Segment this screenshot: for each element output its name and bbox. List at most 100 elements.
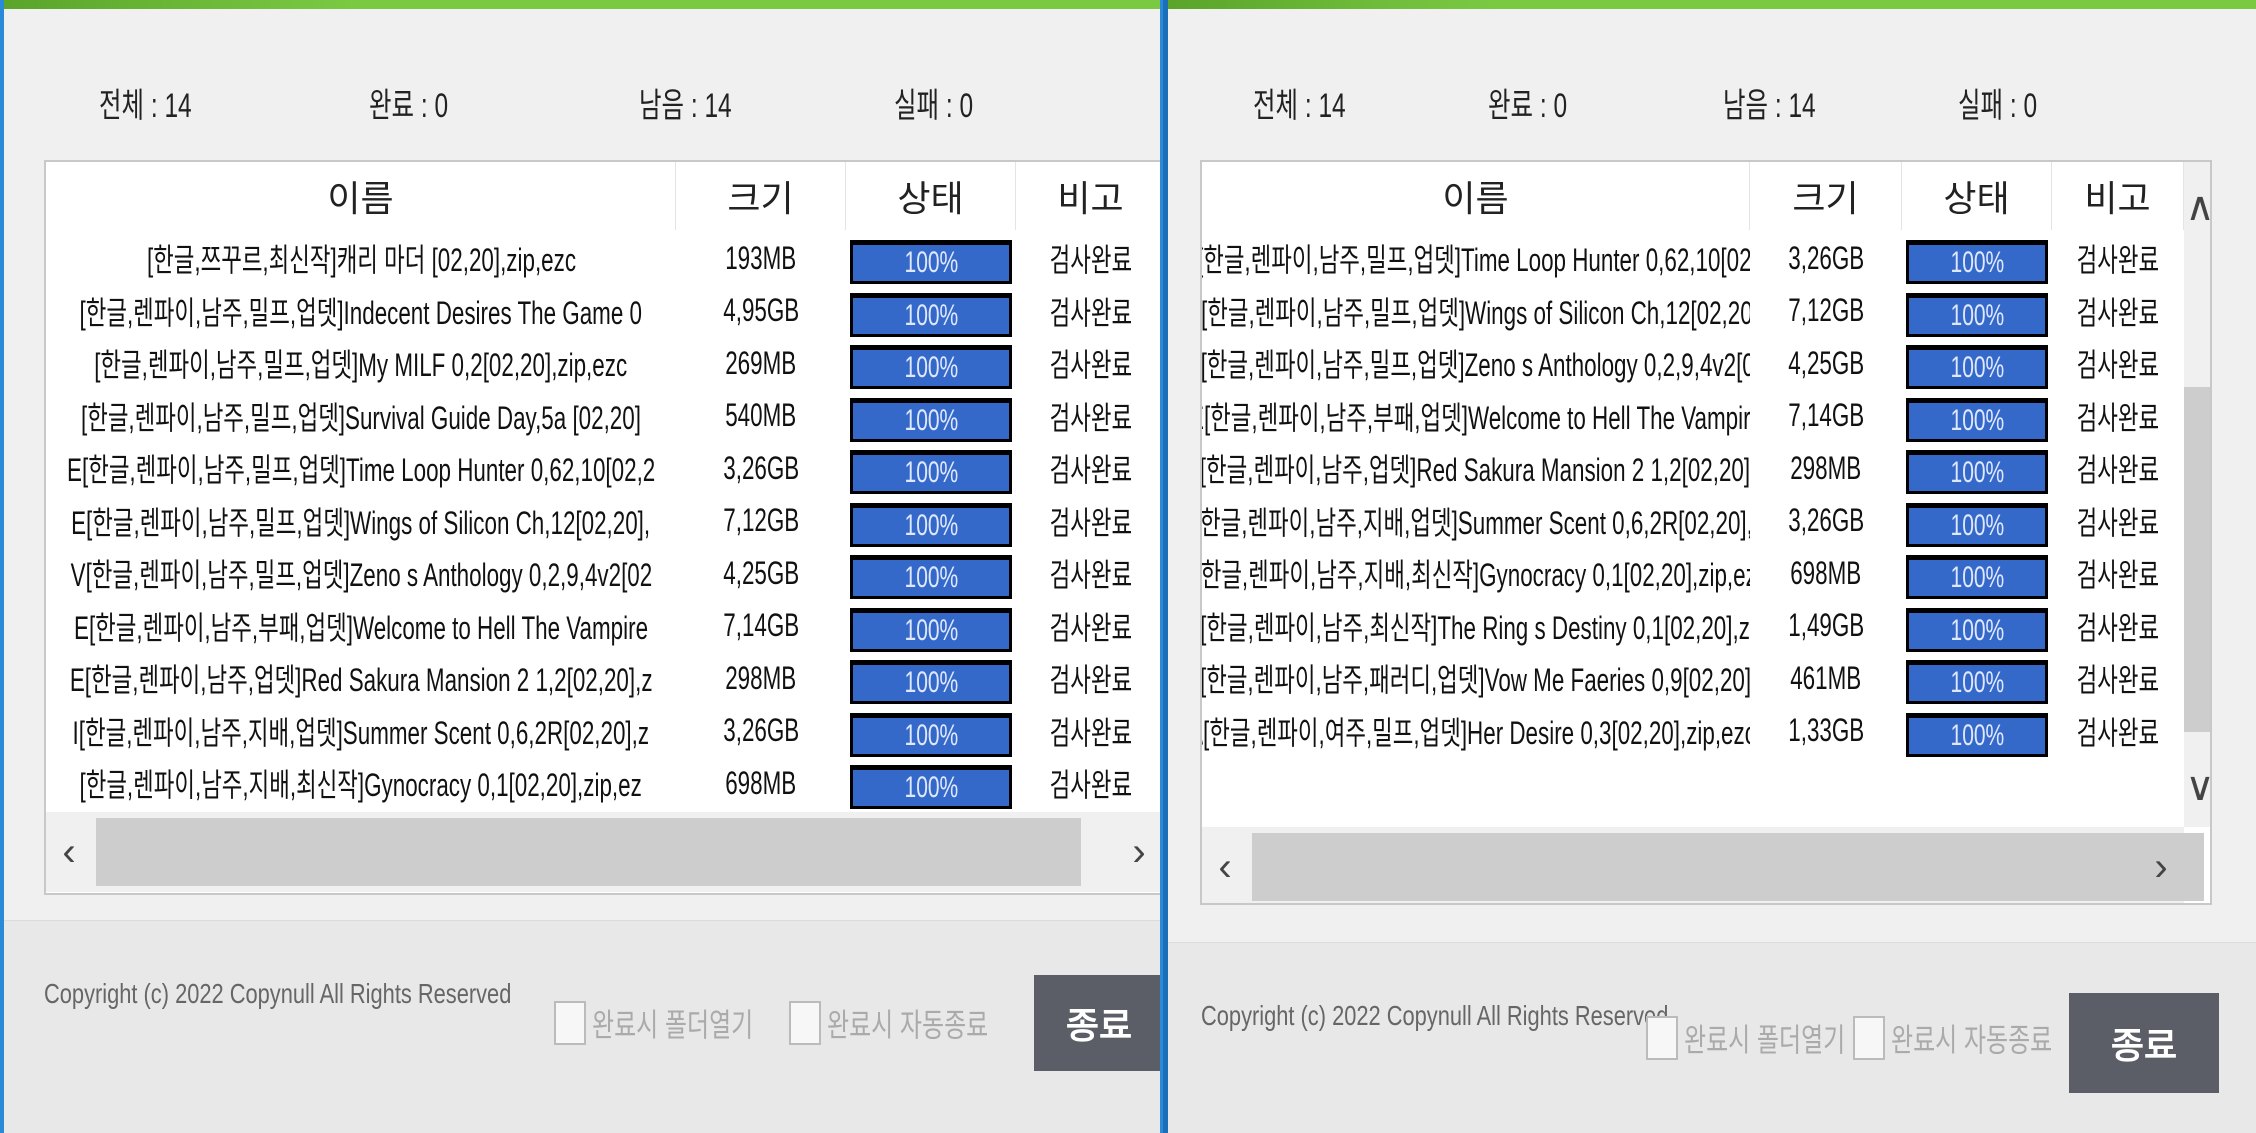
file-size: 7,14GB [1750, 390, 1902, 442]
file-size-text: 269MB [725, 344, 797, 381]
table-row[interactable]: [한글,렌파이,남주,밀프,업뎃]Indecent Desires The Ga… [46, 285, 1160, 337]
file-name-text: [한글,렌파이,남주,밀프,업뎃]My MILF 0,2[02,20],zip,… [94, 347, 628, 383]
table-row[interactable]: [한글,렌파이,남주,밀프,업뎃]My MILF 0,2[02,20],zip,… [46, 337, 1160, 389]
status-note: 검사완료 [1016, 442, 1160, 494]
progress-text: 100% [1950, 351, 2004, 384]
file-name: E[한글,렌파이,남주,업뎃]Red Sakura Mansion 2 1,2[… [46, 652, 676, 704]
stat-total: 전체 : 14 [1253, 87, 1346, 125]
table-row[interactable]: \[한글,렌파이,여주,밀프,업뎃]Her Desire 0,3[02,20],… [1202, 705, 2210, 757]
status-note-text: 검사완료 [1049, 662, 1133, 698]
auto-exit-checkbox[interactable]: 완료시 자동종료 [1853, 1015, 2106, 1061]
vertical-scrollbar[interactable]: ∧ ∨ [2184, 162, 2212, 827]
file-name: E[한글,렌파이,남주,부패,업뎃]Welcome to Hell The Va… [1202, 390, 1750, 442]
table-row[interactable]: E[한글,렌파이,남주,부패,업뎃]Welcome to Hell The Va… [46, 600, 1160, 652]
scroll-up-icon[interactable]: ∧ [2185, 185, 2212, 229]
table-row[interactable]: I[한글,렌파이,남주,지배,업뎃]Summer Scent 0,6,2R[02… [46, 705, 1160, 757]
status-note-text: 검사완료 [2076, 504, 2160, 541]
file-name-text: [한글,렌파이,남주,밀프,업뎃]Indecent Desires The Ga… [79, 294, 643, 331]
progress-bar: 100% [850, 397, 1012, 442]
status-note: 검사완료 [1016, 285, 1160, 337]
status-note: 검사완료 [2052, 442, 2184, 494]
stat-failed: 실패 : 0 [1958, 87, 2038, 125]
status-note-text: 검사완료 [1049, 714, 1133, 751]
exit-button[interactable]: 종료 [1034, 975, 1160, 1071]
file-name-text: E[한글,렌파이,남주,밀프,업뎃]Time Loop Hunter 0,62,… [1202, 242, 1750, 278]
file-name-text: E[한글,렌파이,남주,부패,업뎃]Welcome to Hell The Va… [73, 609, 649, 646]
table-row[interactable]: I[한글,렌파이,남주,지배,업뎃]Summer Scent 0,6,2R[02… [1202, 495, 2210, 547]
scrollbar-thumb[interactable] [1252, 833, 2204, 901]
progress-bar: 100% [850, 607, 1012, 652]
column-header-note[interactable]: 비고 [2052, 162, 2184, 230]
scrollbar-thumb[interactable] [2184, 387, 2210, 732]
checkbox-box[interactable] [1646, 1016, 1678, 1060]
column-header-size[interactable]: 크기 [1750, 162, 1902, 230]
scroll-right-icon[interactable]: › [2154, 844, 2168, 889]
checkbox-box[interactable] [789, 1001, 821, 1045]
table-row[interactable]: E[한글,렌파이,남주,부패,업뎃]Welcome to Hell The Va… [1202, 390, 2210, 442]
progress-text: 100% [904, 298, 958, 332]
horizontal-scrollbar[interactable]: ‹ › [46, 812, 1160, 892]
table-row[interactable]: E[한글,렌파이,남주,업뎃]Red Sakura Mansion 2 1,2[… [1202, 442, 2210, 494]
open-folder-checkbox[interactable]: 완료시 폴더열기 [554, 1000, 807, 1046]
column-header-status[interactable]: 상태 [1902, 162, 2052, 230]
file-size-text: 3,26GB [723, 449, 799, 486]
scroll-down-icon[interactable]: ∨ [2185, 765, 2212, 809]
column-header-status[interactable]: 상태 [846, 162, 1016, 230]
table-row[interactable]: E[한글,렌파이,남주,밀프,업뎃]Time Loop Hunter 0,62,… [46, 442, 1160, 494]
horizontal-scrollbar[interactable]: ‹ › [1202, 827, 2204, 903]
table-row[interactable]: E[한글,렌파이,남주,밀프,업뎃]Time Loop Hunter 0,62,… [1202, 232, 2210, 284]
file-size: 1,33GB [1750, 705, 1902, 757]
scroll-right-icon[interactable]: › [1132, 829, 1146, 874]
table-row[interactable]: C[한글,렌파이,남주,최신작]The Ring s Destiny 0,1[0… [1202, 600, 2210, 652]
column-header-note[interactable]: 비고 [1016, 162, 1160, 230]
file-name-text: [한글,쯔꾸르,최신작]캐리 마더 [02,20],zip,ezc [146, 242, 576, 278]
progress-bar: 100% [850, 660, 1012, 704]
file-size-text: 4,25GB [723, 554, 799, 591]
file-size-text: 7,12GB [723, 502, 799, 538]
table-row[interactable]: [한글,렌파이,남주,지배,최신작]Gynocracy 0,1[02,20],z… [46, 757, 1160, 809]
progress-bar: 100% [1906, 397, 2048, 442]
table-row[interactable]: [한글,렌파이,남주,지배,최신작]Gynocracy 0,1[02,20],z… [1202, 547, 2210, 599]
table-row[interactable]: V[한글,렌파이,남주,밀프,업뎃]Zeno s Anthology 0,2,9… [46, 547, 1160, 599]
exit-button[interactable]: 종료 [2069, 993, 2219, 1093]
file-name-text: E[한글,렌파이,남주,밀프,업뎃]Time Loop Hunter 0,62,… [66, 452, 656, 488]
file-name: E[한글,렌파이,남주,밀프,업뎃]Wings of Silicon Ch,12… [46, 495, 676, 547]
column-header-name[interactable]: 이름 [46, 162, 676, 230]
progress-bar: 100% [1906, 240, 2048, 284]
file-list-table[interactable]: 이름 크기 상태 비고 E[한글,렌파이,남주,밀프,업뎃]Time Loop Hunt… [1200, 160, 2212, 905]
table-row[interactable]: V[한글,렌파이,남주,밀프,업뎃]Zeno s Anthology 0,2,9… [1202, 337, 2210, 389]
stat-done: 완료 : 0 [1488, 87, 1568, 125]
file-size: 540MB [676, 390, 846, 442]
progress-text: 100% [904, 771, 958, 804]
open-folder-checkbox[interactable]: 완료시 폴더열기 [1646, 1015, 1899, 1061]
table-row[interactable]: E[한글,렌파이,남주,밀프,업뎃]Wings of Silicon Ch,12… [1202, 285, 2210, 337]
file-list-table[interactable]: 이름 크기 상태 비고 [한글,쯔꾸르,최신작]캐리 마더 [02,20],zip,ez… [44, 160, 1160, 895]
table-row[interactable]: E[한글,렌파이,남주,밀프,업뎃]Wings of Silicon Ch,12… [46, 495, 1160, 547]
status-note: 검사완료 [1016, 652, 1160, 704]
file-size-text: 298MB [1790, 449, 1862, 486]
checkbox-label: 완료시 자동종료 [827, 1007, 989, 1043]
file-size: 7,12GB [1750, 285, 1902, 337]
file-name: V[한글,렌파이,남주,밀프,업뎃]Zeno s Anthology 0,2,9… [46, 547, 676, 599]
file-name: I[한글,렌파이,남주,지배,업뎃]Summer Scent 0,6,2R[02… [1202, 495, 1750, 547]
table-row[interactable]: [한글,쯔꾸르,최신작]캐리 마더 [02,20],zip,ezc 193MB 10… [46, 232, 1160, 284]
scroll-left-icon[interactable]: ‹ [1218, 844, 1232, 889]
column-header-name[interactable]: 이름 [1202, 162, 1750, 230]
stat-total: 전체 : 14 [99, 87, 192, 125]
auto-exit-checkbox[interactable]: 완료시 자동종료 [789, 1000, 1042, 1046]
file-name: I[한글,렌파이,남주,지배,업뎃]Summer Scent 0,6,2R[02… [46, 705, 676, 757]
progress-bar: 100% [1906, 712, 2048, 757]
file-name-text: I[한글,렌파이,남주,지배,업뎃]Summer Scent 0,6,2R[02… [72, 714, 650, 751]
table-row[interactable]: I[한글,렌파이,남주,패러디,업뎃]Vow Me Faeries 0,9[02… [1202, 652, 2210, 704]
table-row[interactable]: [한글,렌파이,남주,밀프,업뎃]Survival Guide Day,5a [… [46, 390, 1160, 442]
scrollbar-thumb[interactable] [96, 818, 1081, 886]
checkbox-box[interactable] [1853, 1016, 1885, 1060]
checkbox-box[interactable] [554, 1001, 586, 1045]
table-row[interactable]: E[한글,렌파이,남주,업뎃]Red Sakura Mansion 2 1,2[… [46, 652, 1160, 704]
column-header-size[interactable]: 크기 [676, 162, 846, 230]
progress-text: 100% [1950, 666, 2004, 699]
progress-bar: 100% [850, 240, 1012, 284]
file-name-text: I[한글,렌파이,남주,패러디,업뎃]Vow Me Faeries 0,9[02… [1202, 662, 1750, 698]
progress-text: 100% [1950, 456, 2004, 489]
scroll-left-icon[interactable]: ‹ [62, 829, 76, 874]
